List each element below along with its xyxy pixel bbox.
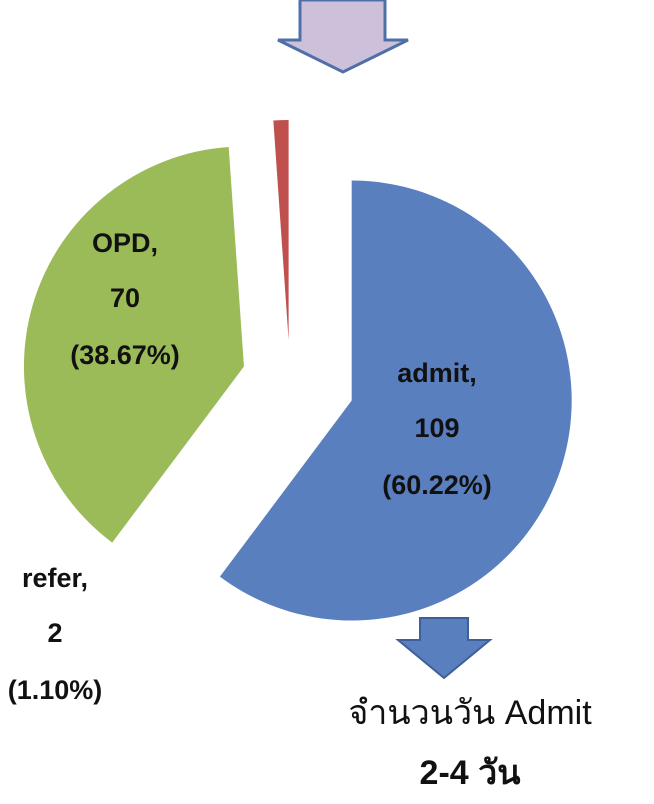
slice-label: admit, <box>397 358 477 388</box>
arrow-bottom <box>395 617 493 680</box>
slice-value: 109 <box>414 413 459 443</box>
slice-value: 2 <box>47 618 62 648</box>
pie-slice <box>23 146 244 543</box>
slice-value: 70 <box>110 283 140 313</box>
slice-percent: (38.67%) <box>70 340 180 370</box>
slice-label: OPD, <box>92 228 158 258</box>
pie-slice <box>219 180 572 621</box>
slice-percent: (1.10%) <box>8 675 103 705</box>
slice-label: refer, <box>22 563 88 593</box>
arrow-top <box>277 0 409 74</box>
annotation: จำนวนวัน Admit <box>348 694 592 732</box>
annotation: 2-4 วัน <box>420 754 521 792</box>
slice-percent: (60.22%) <box>382 470 492 500</box>
pie-slice <box>273 120 289 341</box>
